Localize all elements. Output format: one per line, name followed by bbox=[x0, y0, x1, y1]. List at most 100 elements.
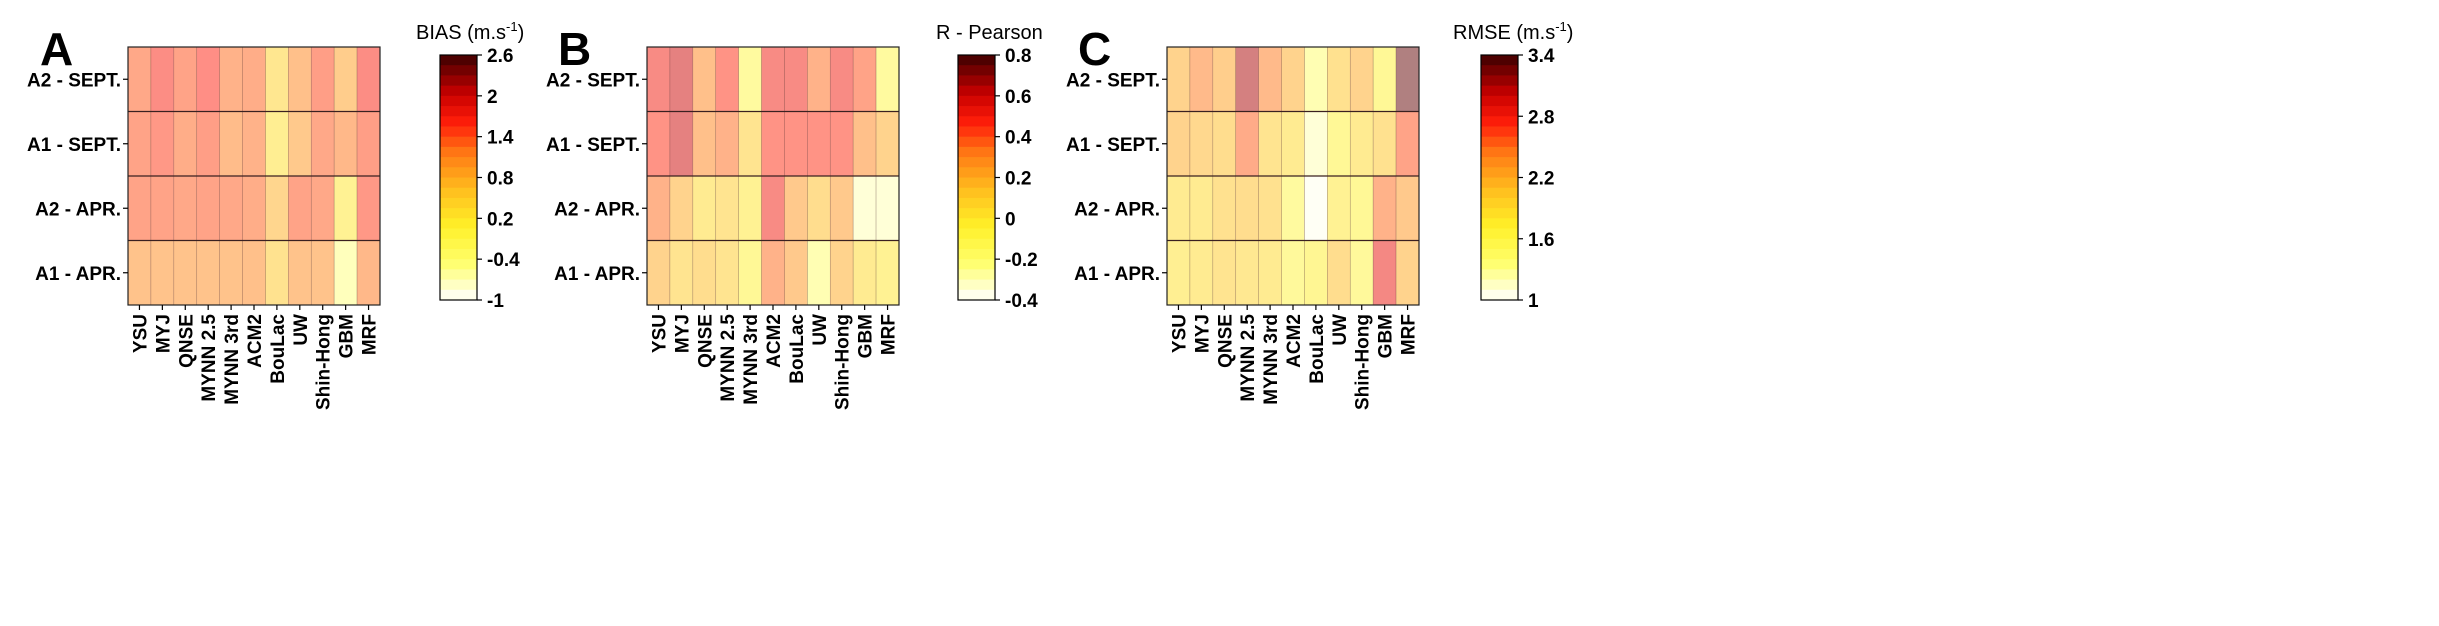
heatmap-cell bbox=[288, 240, 312, 306]
heatmap-cell bbox=[127, 175, 152, 241]
heatmap-cell bbox=[646, 46, 671, 112]
colorbar-swatch bbox=[958, 218, 995, 230]
heatmap-cell bbox=[807, 240, 831, 306]
colorbar-swatch bbox=[1481, 177, 1518, 189]
heatmap-cell bbox=[1166, 175, 1191, 241]
colorbar-tick-label: 0.8 bbox=[487, 169, 513, 190]
colorbar-swatch bbox=[958, 65, 995, 76]
row-label: A2 - APR. bbox=[554, 199, 640, 220]
heatmap-cell bbox=[242, 175, 266, 241]
heatmap-cell bbox=[150, 111, 175, 177]
col-label: GBM bbox=[856, 314, 877, 358]
heatmap-cell bbox=[669, 111, 694, 177]
colorbar-swatch bbox=[958, 238, 995, 250]
heatmap-cell bbox=[150, 175, 175, 241]
col-label: MYNN 2.5 bbox=[199, 314, 220, 402]
col-label: MYNN 2.5 bbox=[718, 314, 739, 402]
panel-letter: A bbox=[40, 23, 73, 75]
heatmap-cell bbox=[127, 240, 152, 306]
colorbar-swatch bbox=[440, 126, 477, 138]
heatmap-cell bbox=[807, 46, 831, 112]
heatmap-cell bbox=[1212, 111, 1237, 177]
heatmap-cell bbox=[333, 46, 358, 112]
col-label: UW bbox=[1330, 314, 1351, 346]
colorbar-swatch bbox=[1481, 136, 1518, 148]
heatmap-cell bbox=[784, 240, 808, 306]
colorbar-swatch bbox=[1481, 65, 1518, 76]
heatmap-cell bbox=[242, 111, 266, 177]
colorbar-swatch bbox=[958, 146, 995, 158]
row-label: A1 - APR. bbox=[554, 264, 640, 285]
col-label: BouLac bbox=[1307, 314, 1328, 384]
row-label: A1 - SEPT. bbox=[27, 135, 121, 156]
heatmap-cell bbox=[1395, 175, 1420, 241]
heatmap-cell bbox=[807, 175, 831, 241]
colorbar-swatch bbox=[958, 208, 995, 219]
heatmap-cell bbox=[1395, 46, 1420, 112]
colorbar-tick-label: -0.4 bbox=[1005, 291, 1038, 312]
heatmap-cell bbox=[875, 111, 900, 177]
colorbar-swatch bbox=[1481, 197, 1518, 209]
col-label: MYJ bbox=[153, 314, 174, 353]
col-label: MRF bbox=[1399, 314, 1420, 355]
heatmap-cell bbox=[1166, 240, 1191, 306]
colorbar-swatch bbox=[1481, 279, 1518, 291]
colorbar-swatch bbox=[440, 187, 477, 199]
heatmap-cell bbox=[1235, 175, 1259, 241]
heatmap-cell bbox=[127, 111, 152, 177]
heatmap-cell bbox=[150, 240, 175, 306]
colorbar-tick-label: -0.2 bbox=[1005, 250, 1038, 271]
colorbar-swatch bbox=[440, 269, 477, 281]
col-label: MYNN 3rd bbox=[1261, 314, 1282, 405]
heatmap-cell bbox=[646, 240, 671, 306]
colorbar-swatch bbox=[1481, 157, 1518, 168]
heatmap-cell bbox=[1189, 175, 1214, 241]
heatmap-cell bbox=[761, 46, 785, 112]
heatmap-cell bbox=[1349, 240, 1374, 306]
heatmap-cell bbox=[1304, 46, 1328, 112]
heatmap-cell bbox=[852, 111, 877, 177]
row-label: A1 - APR. bbox=[35, 264, 121, 285]
heatmap-cell bbox=[1327, 175, 1351, 241]
heatmap-cell bbox=[1304, 240, 1328, 306]
heatmap-cell bbox=[1372, 46, 1397, 112]
colorbar-swatch bbox=[440, 75, 477, 87]
heatmap-cell bbox=[242, 240, 266, 306]
heatmap-cell bbox=[1281, 46, 1305, 112]
heatmap-cell bbox=[738, 240, 762, 306]
heatmap-cell bbox=[242, 46, 266, 112]
row-label: A1 - APR. bbox=[1074, 264, 1160, 285]
colorbar-swatch bbox=[958, 55, 995, 66]
heatmap-cell bbox=[356, 240, 381, 306]
heatmap-cell bbox=[196, 111, 220, 177]
heatmap-cell bbox=[738, 175, 762, 241]
heatmap-cell bbox=[1395, 111, 1420, 177]
heatmap-cell bbox=[173, 111, 198, 177]
colorbar-swatch bbox=[958, 289, 995, 301]
colorbar-swatch bbox=[440, 177, 477, 189]
colorbar-swatch bbox=[958, 197, 995, 209]
heatmap-cell bbox=[1281, 175, 1305, 241]
heatmap-cell bbox=[219, 240, 243, 306]
colorbar-swatch bbox=[1481, 116, 1518, 127]
heatmap-cell bbox=[333, 175, 358, 241]
colorbar: 0.8 0.6 0.4 0.2 0 -0.2 -0.4 R - Pearson bbox=[936, 22, 1043, 312]
heatmap-cell bbox=[1235, 240, 1259, 306]
heatmap-cell bbox=[127, 46, 152, 112]
col-label: MYNN 3rd bbox=[741, 314, 762, 405]
heatmap-cell bbox=[829, 175, 854, 241]
colorbar-swatch bbox=[440, 208, 477, 219]
heatmap-cell bbox=[1395, 240, 1420, 306]
col-label: ACM2 bbox=[764, 314, 785, 368]
heatmap-cell bbox=[1235, 111, 1259, 177]
colorbar-tick-label: 2.6 bbox=[487, 46, 513, 67]
colorbar-title: R - Pearson bbox=[936, 22, 1043, 44]
colorbar-title: BIAS (m.s-1) bbox=[416, 19, 524, 44]
colorbar-swatch bbox=[1481, 208, 1518, 219]
row-label: A1 - SEPT. bbox=[546, 135, 640, 156]
colorbar-swatch bbox=[958, 259, 995, 270]
colorbar-swatch bbox=[958, 75, 995, 87]
heatmap-cell bbox=[1189, 111, 1214, 177]
heatmap-cell bbox=[1349, 46, 1374, 112]
col-label: QNSE bbox=[176, 314, 197, 368]
